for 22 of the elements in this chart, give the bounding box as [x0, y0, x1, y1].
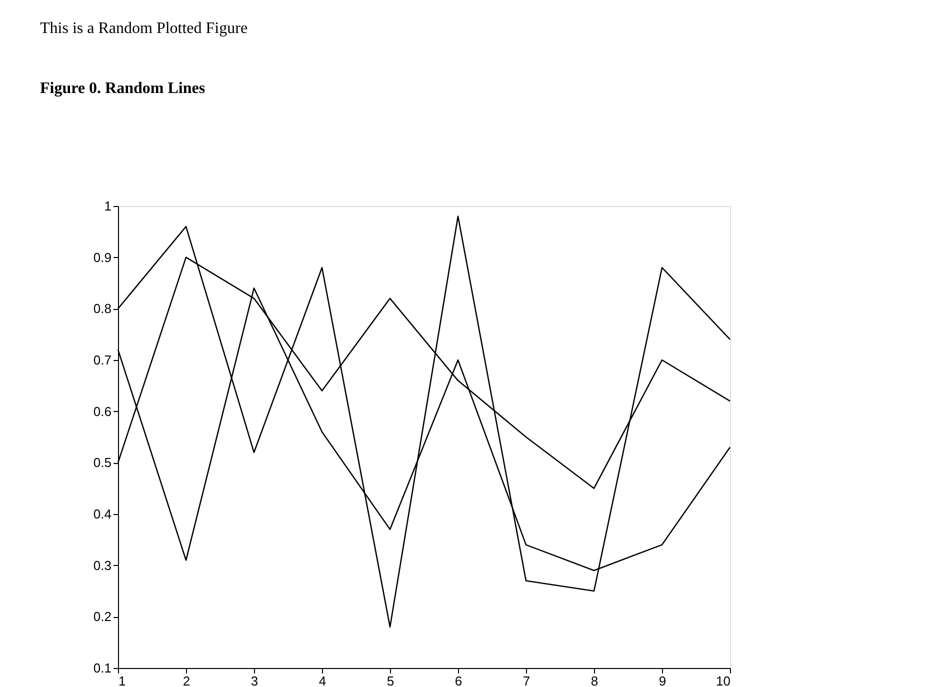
y-tick-label: 0.1 — [93, 660, 112, 676]
y-tick-label: 1 — [104, 198, 112, 214]
x-tick-label: 7 — [522, 674, 530, 687]
x-tick-label: 6 — [454, 674, 462, 687]
x-tick-label: 1 — [118, 674, 126, 687]
chart-title: Figure 0. Random Lines — [40, 80, 206, 97]
y-tick-label: 0.7 — [93, 352, 112, 368]
y-tick-label: 0.4 — [93, 506, 112, 522]
x-tick-label: 8 — [590, 674, 598, 687]
x-tick-label: 5 — [386, 674, 394, 687]
y-tick-label: 0.2 — [93, 609, 112, 624]
x-tick-label: 4 — [318, 674, 326, 687]
y-tick-label: 0.6 — [93, 404, 112, 419]
x-tick-label: 10 — [716, 674, 730, 687]
x-tick-label: 9 — [658, 674, 666, 687]
y-tick-label: 0.9 — [93, 250, 112, 265]
y-tick-label: 0.3 — [93, 558, 112, 573]
y-tick-label: 0.5 — [93, 455, 112, 470]
y-tick-label: 0.8 — [93, 301, 112, 316]
x-tick-label: 3 — [250, 674, 258, 687]
x-tick-label: 2 — [182, 674, 190, 687]
text: This is a Random Plotted Figure — [40, 20, 248, 37]
